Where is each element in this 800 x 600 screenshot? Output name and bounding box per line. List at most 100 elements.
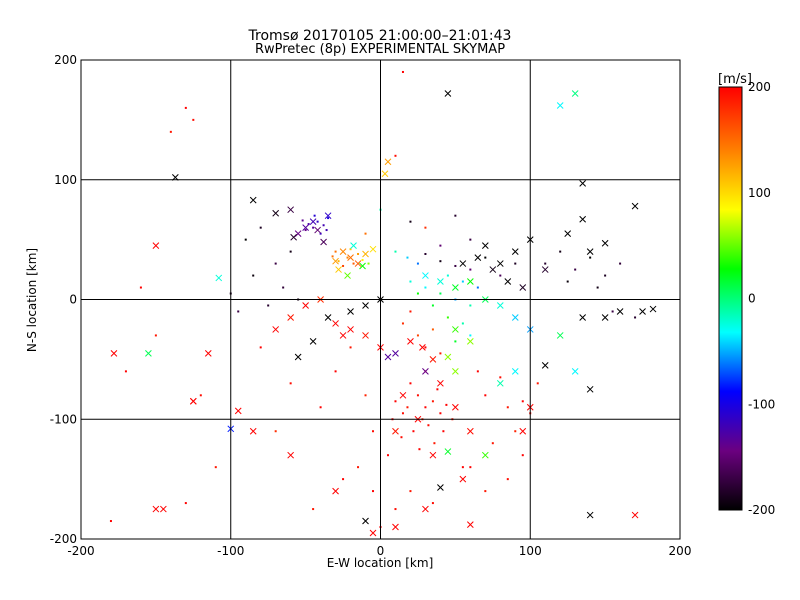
scatter-cross bbox=[287, 206, 295, 214]
scatter-cross bbox=[437, 278, 444, 285]
scatter-cross bbox=[511, 367, 519, 375]
scatter-cross bbox=[579, 215, 587, 223]
scatter-dot bbox=[124, 370, 127, 373]
scatter-dot bbox=[244, 238, 247, 241]
colorbar bbox=[718, 86, 743, 511]
scatter-cross bbox=[204, 350, 212, 357]
scatter-cross bbox=[519, 427, 527, 435]
scatter-dot bbox=[589, 256, 592, 259]
scatter-cross bbox=[272, 326, 280, 333]
scatter-dot bbox=[301, 219, 304, 222]
scatter-dot bbox=[192, 118, 195, 121]
scatter-dot bbox=[499, 376, 502, 379]
colorbar-tick-label: 200 bbox=[748, 80, 771, 94]
scatter-dot bbox=[514, 430, 517, 433]
scatter-dot bbox=[427, 424, 430, 427]
scatter-dot bbox=[342, 478, 345, 481]
scatter-dot bbox=[289, 250, 292, 253]
scatter-dot bbox=[409, 382, 412, 385]
scatter-cross bbox=[215, 274, 223, 282]
scatter-cross bbox=[481, 242, 489, 249]
scatter-dot bbox=[252, 274, 255, 277]
scatter-cross bbox=[429, 451, 437, 459]
scatter-cross bbox=[384, 158, 392, 166]
scatter-dot bbox=[433, 442, 436, 445]
scatter-cross bbox=[335, 266, 342, 273]
scatter-cross bbox=[347, 326, 354, 333]
scatter-dot bbox=[536, 382, 539, 385]
y-axis-ticks: -200 -100 0 100 200 bbox=[50, 53, 77, 546]
scatter-dot bbox=[169, 130, 172, 133]
scatter-dot bbox=[325, 229, 328, 232]
scatter-cross bbox=[444, 448, 452, 455]
scatter-cross bbox=[302, 302, 309, 309]
scatter-dot bbox=[346, 256, 349, 259]
scatter-dot bbox=[267, 304, 270, 307]
scatter-dot bbox=[484, 490, 487, 493]
scatter-cross bbox=[145, 350, 152, 357]
x-tick-label: -200 bbox=[67, 544, 94, 558]
colorbar-ticks: 200 100 0 -100 -200 bbox=[748, 80, 775, 517]
scatter-cross bbox=[110, 350, 118, 357]
scatter-cross bbox=[649, 305, 657, 313]
scatter-dot bbox=[506, 478, 509, 481]
scatter-dot bbox=[424, 286, 427, 289]
scatter-dot bbox=[416, 334, 419, 337]
scatter-cross bbox=[332, 257, 339, 265]
scatter-dot bbox=[312, 226, 315, 229]
scatter-cross bbox=[350, 242, 357, 249]
scatter-cross bbox=[586, 385, 594, 393]
colorbar-tick-label: -100 bbox=[748, 397, 775, 411]
scatter-cross bbox=[422, 505, 429, 513]
y-tick-label: -200 bbox=[50, 532, 77, 546]
scatter-cross bbox=[452, 367, 459, 375]
scatter-cross bbox=[392, 523, 399, 531]
scatter-dot bbox=[491, 442, 494, 445]
scatter-dot bbox=[424, 346, 427, 349]
x-tick-label: -100 bbox=[217, 544, 244, 558]
scatter-cross bbox=[571, 367, 579, 375]
scatter-cross bbox=[249, 196, 257, 204]
x-axis-ticks: -200 -100 0 100 200 bbox=[67, 544, 691, 558]
scatter-dot bbox=[386, 454, 389, 457]
scatter-dot bbox=[401, 322, 404, 325]
scatter-dot bbox=[372, 490, 375, 493]
scatter-cross bbox=[496, 260, 504, 267]
scatter-dot bbox=[406, 256, 409, 259]
scatter-dot bbox=[431, 502, 434, 505]
scatter-dot bbox=[604, 274, 607, 277]
scatter-cross bbox=[422, 272, 429, 279]
scatter-cross bbox=[496, 302, 504, 309]
scatter-cross bbox=[369, 529, 377, 537]
scatter-dot bbox=[237, 310, 240, 313]
scatter-cross bbox=[631, 511, 639, 519]
scatter-cross bbox=[249, 427, 257, 435]
scatter-dot bbox=[364, 394, 367, 397]
scatter-dot bbox=[484, 256, 487, 259]
scatter-dot bbox=[259, 346, 262, 349]
scatter-cross bbox=[314, 226, 321, 234]
scatter-cross bbox=[399, 391, 407, 399]
scatter-cross bbox=[496, 379, 504, 387]
scatter-dot bbox=[446, 274, 449, 277]
scatter-dot bbox=[401, 412, 404, 415]
scatter-dot bbox=[327, 217, 330, 220]
scatter-dot bbox=[416, 292, 419, 295]
scatter-dot bbox=[596, 286, 599, 289]
scatter-dot bbox=[499, 274, 502, 277]
scatter-dot bbox=[506, 406, 509, 409]
scatter-dot bbox=[289, 382, 292, 385]
data-points bbox=[109, 70, 657, 537]
scatter-cross bbox=[309, 338, 317, 345]
scatter-cross bbox=[519, 284, 527, 291]
scatter-dot bbox=[184, 502, 187, 505]
scatter-dot bbox=[394, 250, 397, 253]
scatter-dot bbox=[357, 466, 360, 469]
scatter-dot bbox=[337, 260, 340, 263]
scatter-dot bbox=[409, 310, 412, 313]
scatter-cross bbox=[466, 278, 474, 285]
scatter-dot bbox=[184, 106, 187, 109]
scatter-dot bbox=[319, 232, 322, 235]
scatter-cross bbox=[332, 487, 339, 495]
scatter-cross bbox=[362, 302, 369, 309]
